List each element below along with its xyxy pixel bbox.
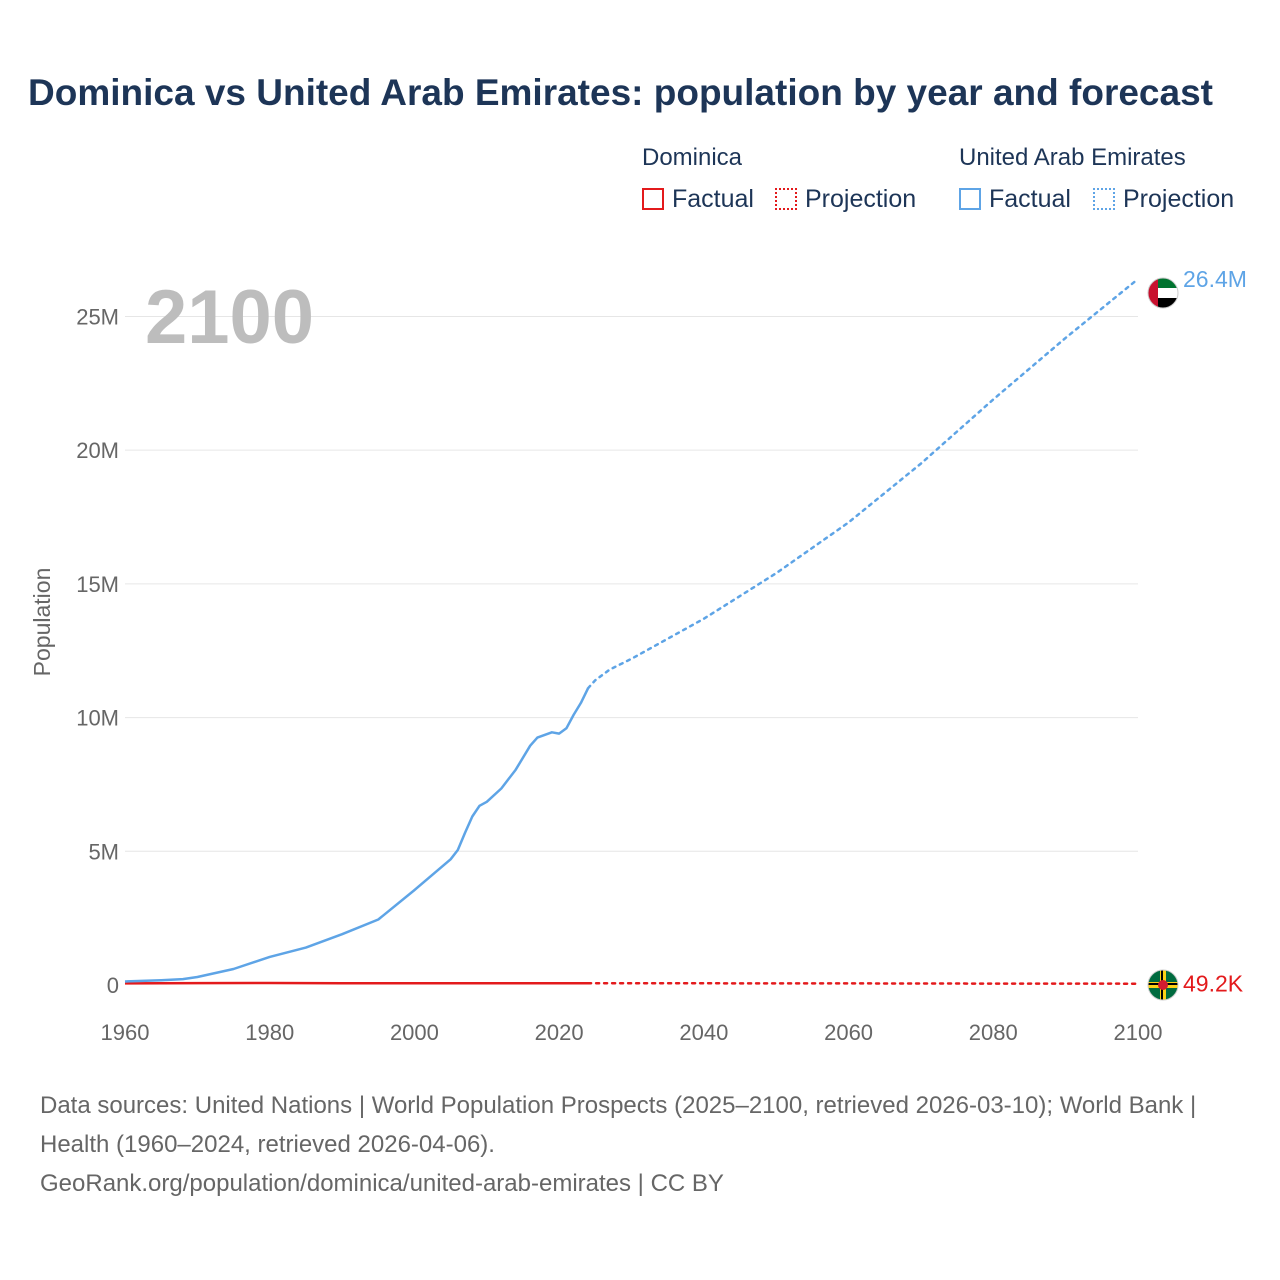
x-tick-label: 2060 [824,1020,873,1045]
x-tick-label: 2040 [679,1020,728,1045]
x-tick-label: 1960 [101,1020,150,1045]
source-link[interactable]: GeoRank.org/population/dominica/united-a… [40,1170,724,1197]
y-tick-label: 25M [76,304,119,329]
legend-dotted-swatch [775,188,797,210]
dominica-flag-icon [1147,969,1179,1001]
united-arab-emirates-projection-line [586,277,1140,690]
x-tick-label: 2100 [1114,1020,1163,1045]
legend-dotted-swatch [1093,188,1115,210]
legend-dominica-factual[interactable]: Factual [642,184,754,214]
x-tick-label: 1980 [245,1020,294,1045]
x-tick-label: 2020 [535,1020,584,1045]
y-tick-label: 15M [76,572,119,597]
x-tick-label: 2000 [390,1020,439,1045]
y-axis-title: Population [29,568,55,677]
source-line-1: Data sources: United Nations | World Pop… [40,1092,1197,1158]
legend-uae-projection[interactable]: Projection [1093,184,1234,214]
legend-dominica-projection[interactable]: Projection [775,184,916,214]
dominica-end-label: 49.2K [1183,971,1244,997]
legend-solid-swatch [642,188,664,210]
dominica-projection-line [586,981,1140,985]
legend-uae-projection-label: Projection [1123,184,1235,213]
chart-plot-area: 0 5M 10M 15M 20M 25M 1960 1980 2000 2020 2040 2060 2… [29,266,1247,1045]
y-tick-label: 20M [76,438,119,463]
legend-dominica-title: Dominica [642,144,743,171]
legend-solid-swatch [959,188,981,210]
source-note: Data sources: United Nations | World Pop… [40,1086,1240,1203]
current-year-label: 2100 [145,275,314,360]
legend-dominica-factual-label: Factual [672,184,754,213]
legend-uae-factual[interactable]: Factual [959,184,1071,214]
y-tick-label: 5M [88,839,119,864]
chart-title: Dominica vs United Arab Emirates: popula… [28,72,1213,113]
legend-dominica-projection-label: Projection [805,184,917,213]
y-tick-label: 0 [107,973,119,998]
uae-flag-icon [1147,277,1179,309]
legend-uae-title: United Arab Emirates [959,144,1186,171]
legend-uae-factual-label: Factual [989,184,1071,213]
x-tick-label: 2080 [969,1020,1018,1045]
united-arab-emirates-factual-line [124,687,590,983]
y-tick-label: 10M [76,706,119,731]
united-arab-emirates-end-label: 26.4M [1183,266,1247,292]
